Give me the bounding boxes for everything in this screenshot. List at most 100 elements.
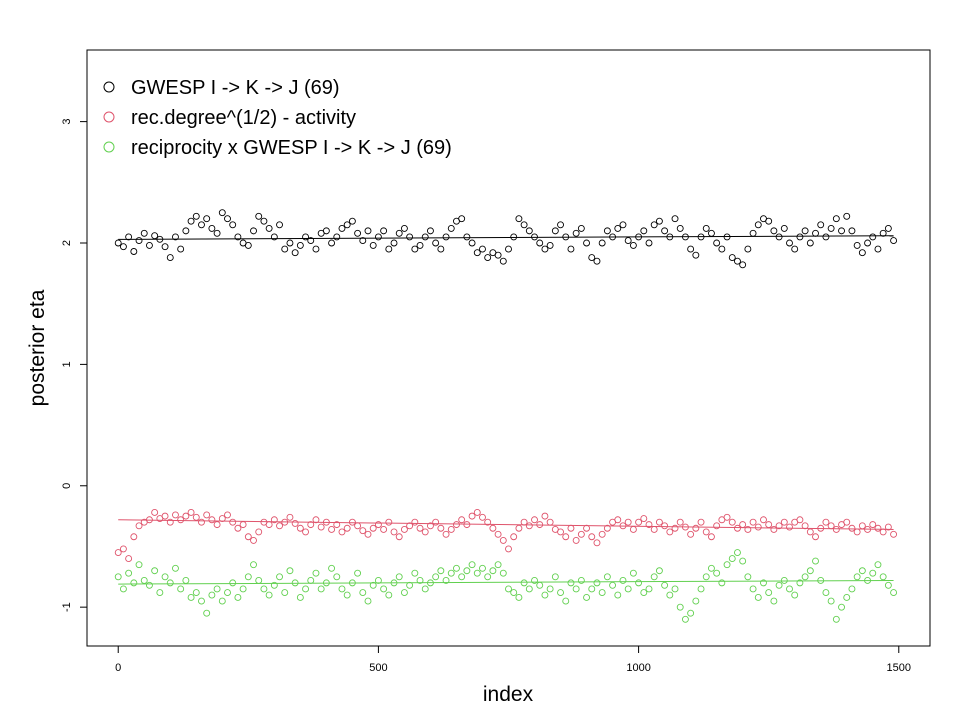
data-point [624,237,632,245]
data-point [182,227,190,235]
data-point [510,589,518,597]
data-point [598,239,606,247]
data-point [718,245,726,253]
data-point [119,545,127,553]
data-point [593,257,601,265]
data-point [458,215,466,223]
data-point [328,526,336,533]
data-point [786,523,793,531]
data-point [291,249,299,257]
data-point [442,530,450,538]
data-point [468,512,476,520]
data-point [145,241,153,249]
data-point [754,523,762,531]
data-point [739,557,747,565]
data-point [166,579,174,587]
data-point [588,533,596,541]
data-point [125,233,133,241]
data-point [400,526,408,533]
data-point [281,245,289,253]
data-point [744,573,752,581]
data-point [479,513,486,521]
data-point [546,241,554,249]
data-point [869,569,877,577]
data-point [426,522,434,530]
data-point [218,209,226,217]
data-point [296,524,304,532]
data-point [796,516,804,524]
data-point [333,573,341,581]
data-point [166,254,174,262]
data-point [499,569,507,577]
data-point [692,597,700,605]
trend-line [118,519,894,530]
data-point [265,591,273,599]
data-point [562,597,570,605]
y-axis-label: posterior eta [26,289,49,406]
data-point [145,581,153,589]
data-point [437,567,445,575]
data-point [702,224,710,232]
data-point [791,245,799,253]
x-tick-label: 1500 [887,662,911,674]
data-point [302,585,310,593]
data-point [385,518,393,526]
data-point [510,533,518,541]
data-point [177,516,185,524]
data-point [453,564,460,572]
data-point [879,573,887,581]
data-point [458,573,466,581]
data-point [213,229,221,237]
data-point [567,245,575,253]
data-point [666,591,674,599]
data-point [177,245,185,253]
data-point [760,516,767,524]
data-point [364,597,372,605]
data-point [312,516,320,524]
data-point [473,249,481,257]
data-point [463,567,471,575]
data-point [276,221,283,229]
data-point [338,528,346,536]
data-point [661,522,669,530]
data-point [734,524,741,532]
data-point [416,241,424,249]
data-point [744,245,752,253]
data-point [822,589,830,597]
data-point [671,585,679,593]
data-point [843,593,851,601]
data-point [359,589,367,597]
data-point [380,585,388,593]
data-point [156,589,164,597]
data-point [213,585,221,593]
data-point [380,526,388,533]
data-point [520,221,528,229]
data-point [151,567,159,575]
data-point [681,615,689,623]
data-point [572,229,580,237]
data-point [754,593,762,601]
data-point [536,239,544,247]
data-point [775,233,783,241]
data-point [692,524,700,532]
data-point [224,215,231,223]
data-point [603,524,611,532]
data-point [780,224,788,232]
data-point [505,585,512,593]
data-point [114,573,122,581]
data-point [130,533,138,541]
data-point [218,597,226,605]
data-point [453,521,460,529]
data-point [224,589,231,597]
data-point [229,579,237,587]
data-point [655,567,663,575]
data-point [489,524,497,532]
plot-marks [114,209,898,623]
data-point [603,227,611,235]
data-point [338,585,346,593]
data-point [426,227,434,235]
data-point [827,597,835,605]
data-point [385,245,393,253]
data-point [874,561,882,569]
